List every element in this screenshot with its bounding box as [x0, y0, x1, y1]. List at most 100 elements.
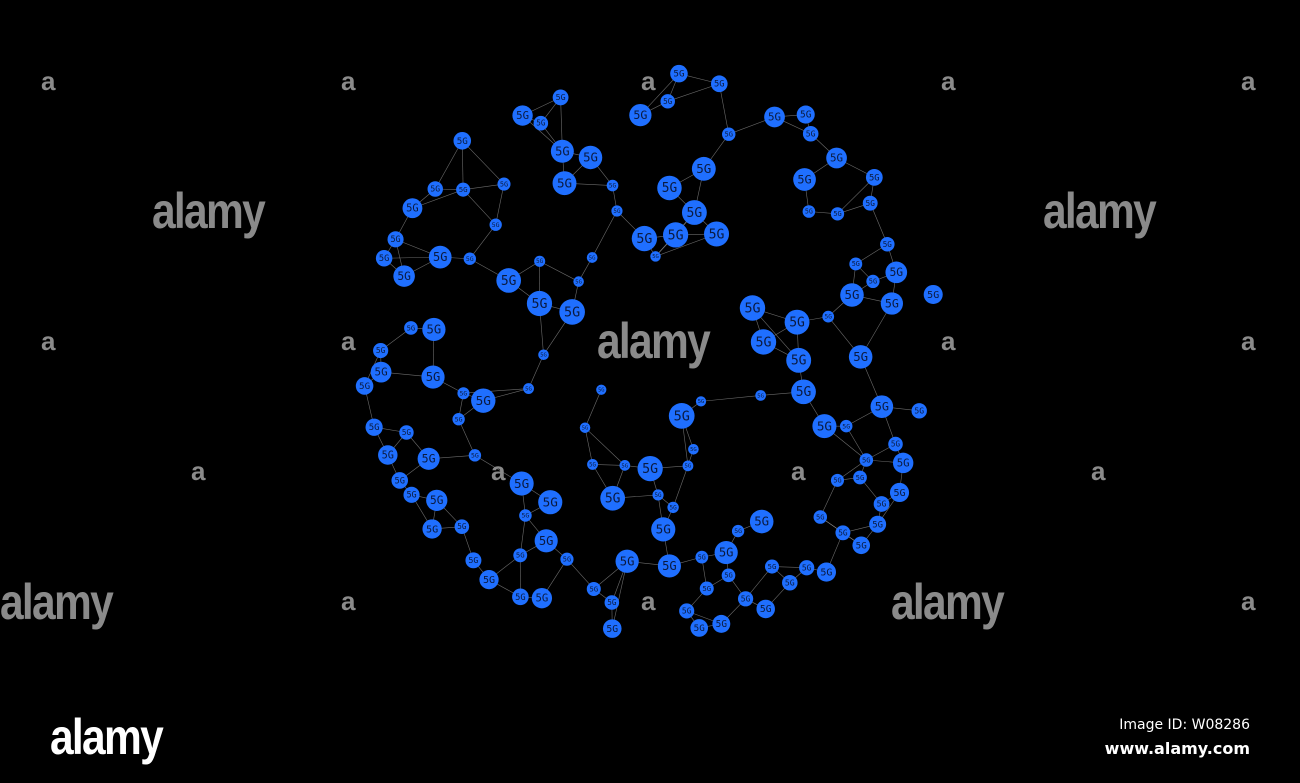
5g-node: 5G: [796, 105, 815, 124]
5g-node-label: 5G: [791, 354, 807, 369]
5g-node: 5G: [602, 619, 622, 638]
5g-node: 5G: [802, 125, 819, 142]
5g-node: 5G: [534, 255, 546, 267]
network-link: [718, 83, 730, 135]
5g-node-label: 5G: [757, 393, 764, 399]
watermark-letter: a: [791, 456, 806, 486]
5g-node: 5G: [596, 384, 607, 395]
5g-node: 5G: [786, 347, 812, 373]
5g-node: 5G: [840, 283, 864, 307]
5g-node-label: 5G: [685, 464, 692, 470]
5g-node-label: 5G: [853, 350, 868, 364]
5g-node-label: 5G: [698, 553, 706, 561]
5g-node: 5G: [387, 231, 404, 248]
5g-node-label: 5G: [856, 473, 865, 482]
5g-node: 5G: [799, 560, 815, 576]
5g-node: 5G: [552, 171, 577, 196]
watermark: alamy: [0, 574, 114, 630]
5g-node: 5G: [852, 536, 871, 555]
5g-node: 5G: [578, 145, 603, 170]
alamy-logo: alamy: [50, 709, 164, 765]
5g-node: 5G: [375, 249, 393, 267]
5g-node: 5G: [587, 458, 598, 470]
5g-node-label: 5G: [468, 555, 478, 565]
5g-node-label: 5G: [476, 394, 491, 409]
5g-node: 5G: [739, 295, 766, 321]
5g-node: 5G: [422, 317, 446, 342]
5g-node-label: 5G: [845, 288, 860, 302]
5g-node: 5G: [403, 486, 420, 503]
site-url: www.alamy.com: [1104, 739, 1250, 758]
5g-node: 5G: [859, 453, 874, 467]
network-link: [584, 389, 602, 428]
5g-node: 5G: [373, 342, 389, 359]
5g-node-label: 5G: [869, 278, 877, 286]
5g-node-label: 5G: [875, 400, 889, 414]
5g-node-label: 5G: [575, 279, 582, 285]
5g-node: 5G: [880, 292, 903, 315]
5g-node: 5G: [848, 345, 873, 369]
5g-node: 5G: [791, 379, 816, 405]
5g-node-label: 5G: [433, 250, 447, 264]
5g-node: 5G: [457, 387, 470, 400]
5g-node-label: 5G: [557, 175, 572, 190]
watermark-letter: a: [1241, 586, 1256, 616]
5g-node-label: 5G: [833, 477, 841, 485]
5g-node-label: 5G: [741, 594, 751, 603]
5g-node: 5G: [712, 614, 731, 633]
watermark-letter: a: [1241, 326, 1256, 356]
5g-node-label: 5G: [406, 203, 419, 215]
5g-node-label: 5G: [540, 353, 547, 359]
5g-node: 5G: [538, 490, 563, 515]
5g-node-label: 5G: [457, 522, 467, 531]
5g-node: 5G: [892, 452, 914, 474]
5g-node: 5G: [650, 251, 661, 262]
5g-node-label: 5G: [663, 97, 673, 106]
watermark: alamy: [597, 313, 711, 369]
5g-node-label: 5G: [605, 492, 621, 507]
5g-node-label: 5G: [642, 462, 658, 477]
5g-node-label: 5G: [531, 297, 547, 312]
5g-node: 5G: [690, 619, 709, 637]
5g-node: 5G: [695, 550, 709, 564]
watermark-letter: a: [941, 66, 956, 96]
5g-node-label: 5G: [395, 476, 405, 486]
5g-node: 5G: [830, 207, 845, 221]
watermark-letter: a: [641, 66, 656, 96]
5g-node-label: 5G: [883, 240, 893, 249]
5g-node-label: 5G: [582, 426, 589, 432]
5g-node: 5G: [631, 225, 658, 252]
5g-node-label: 5G: [702, 584, 711, 593]
5g-node-label: 5G: [897, 456, 910, 469]
5g-node-label: 5G: [516, 551, 525, 560]
5g-node: 5G: [749, 509, 774, 534]
5g-node-label: 5G: [687, 206, 703, 221]
5g-node-label: 5G: [457, 136, 468, 147]
5g-node-label: 5G: [719, 546, 734, 560]
5g-node-label: 5G: [376, 346, 386, 355]
watermark-letter: a: [341, 66, 356, 96]
5g-node-label: 5G: [460, 390, 468, 397]
5g-node: 5G: [822, 310, 835, 323]
5g-node-label: 5G: [866, 199, 876, 208]
5g-node: 5G: [421, 365, 445, 389]
network-link: [495, 184, 505, 225]
5g-node-label: 5G: [725, 130, 734, 139]
5g-node: 5G: [637, 455, 663, 482]
5g-node: 5G: [710, 75, 728, 93]
5g-node-label: 5G: [589, 462, 596, 468]
5g-node-label: 5G: [633, 108, 647, 122]
5g-node: 5G: [417, 447, 440, 470]
5g-node: 5G: [911, 403, 927, 419]
5g-node: 5G: [885, 261, 908, 284]
watermark-letter: a: [341, 586, 356, 616]
5g-node-label: 5G: [402, 428, 412, 437]
5g-node: 5G: [355, 377, 374, 395]
5g-node-label: 5G: [500, 180, 508, 188]
5g-node-label: 5G: [539, 534, 554, 548]
5g-node: 5G: [422, 519, 442, 539]
5g-node-label: 5G: [397, 270, 411, 283]
5g-node-label: 5G: [516, 109, 529, 122]
